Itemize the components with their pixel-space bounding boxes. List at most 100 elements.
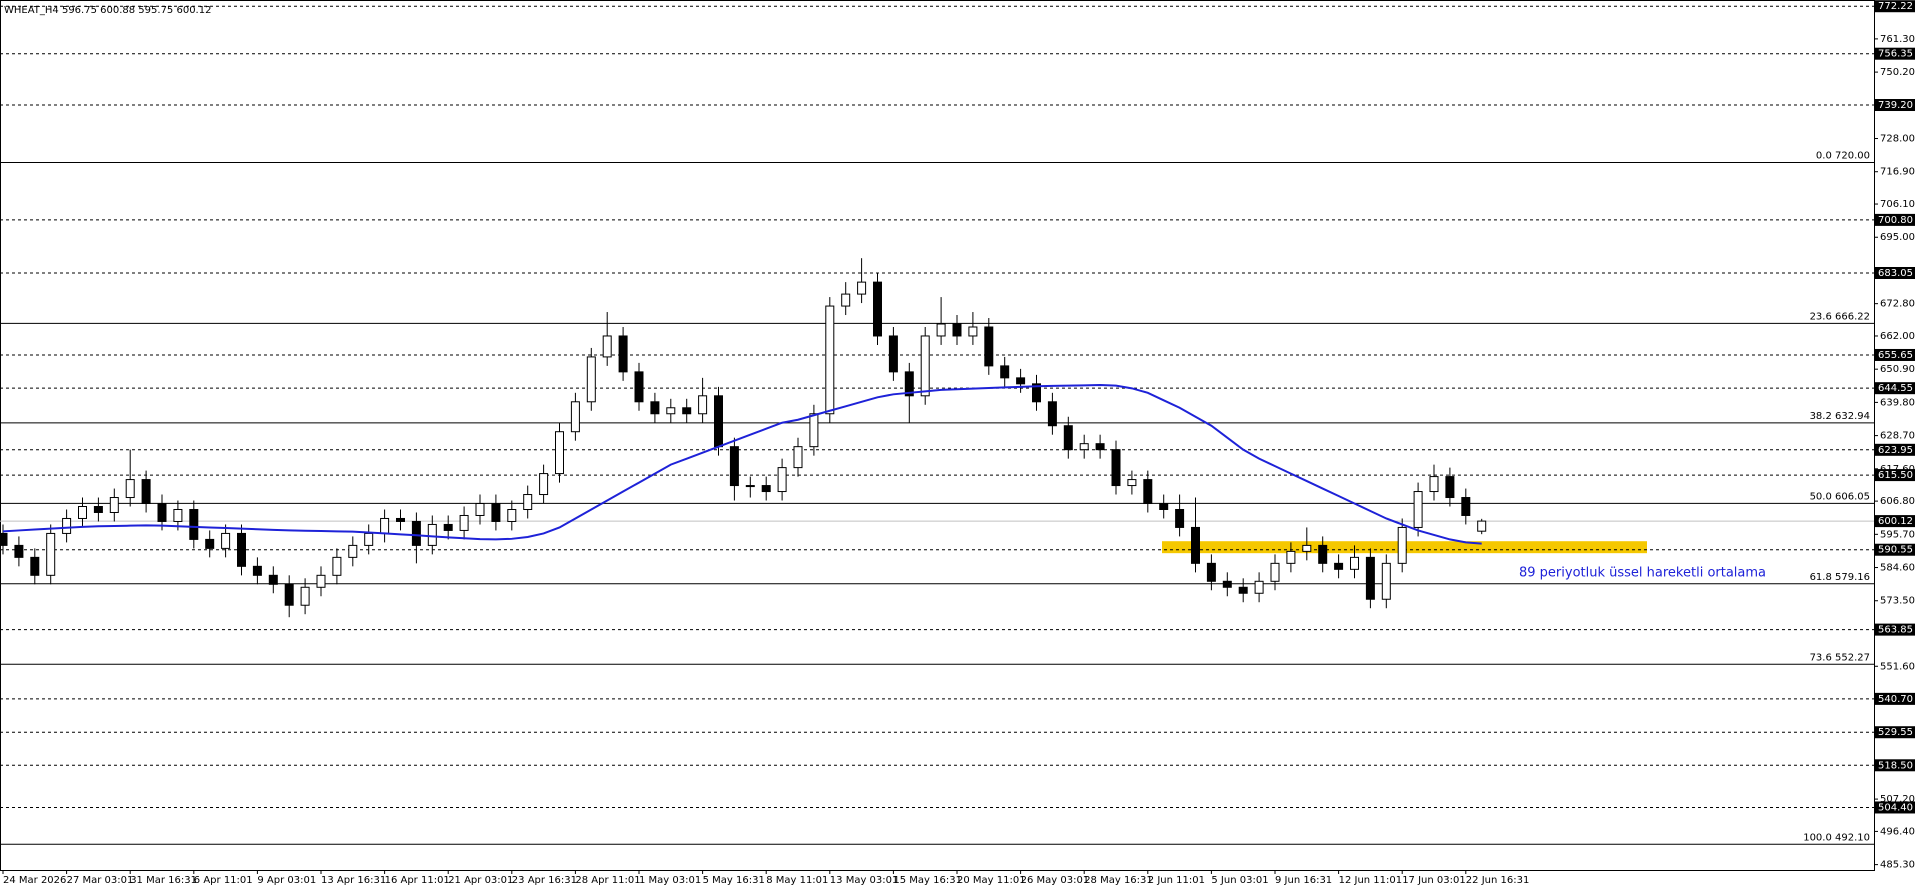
x-tick-label: 8 May 11:01 xyxy=(766,875,828,886)
level-label: 756.35 xyxy=(1878,49,1913,60)
candle-body xyxy=(157,503,167,522)
level-label: 563.85 xyxy=(1878,625,1913,636)
level-label: 683.05 xyxy=(1878,268,1913,279)
moving-average xyxy=(2,384,1482,545)
x-tick-label: 22 Jun 16:31 xyxy=(1466,875,1530,886)
candle-body xyxy=(62,517,72,534)
candle-body xyxy=(1063,425,1073,451)
level-label-box xyxy=(1875,759,1915,772)
x-tick-label: 23 Apr 16:31 xyxy=(512,875,577,886)
candle-body xyxy=(93,506,103,513)
candle-body xyxy=(109,497,119,513)
level-label: 529.55 xyxy=(1878,727,1913,738)
x-tick-label: 6 Apr 11:01 xyxy=(194,875,253,886)
candle-body xyxy=(1477,520,1487,532)
y-tick-label: 485.30 xyxy=(1880,860,1915,871)
level-label: 655.65 xyxy=(1878,350,1913,361)
candle-body xyxy=(1095,443,1105,451)
candle-body xyxy=(221,532,231,549)
chart-title: WHEAT_H4 596.75 600.88 595.75 600.12 xyxy=(4,5,211,16)
x-tick-label: 9 Apr 03:01 xyxy=(257,875,316,886)
y-tick-label: 639.80 xyxy=(1880,397,1915,408)
candle-body xyxy=(1143,479,1153,505)
candle-body xyxy=(1238,586,1248,594)
candle-body xyxy=(0,532,8,546)
candle-body xyxy=(586,356,596,403)
candle-body xyxy=(539,473,549,496)
level-label-box xyxy=(1875,469,1915,482)
candle-body xyxy=(78,506,87,519)
y-tick-label: 573.50 xyxy=(1880,596,1915,607)
candle-body xyxy=(618,335,628,373)
level-label-box xyxy=(1875,443,1915,456)
candle-body xyxy=(873,281,882,337)
level-label-box xyxy=(1875,47,1915,60)
candle-body xyxy=(650,401,660,415)
x-tick-label: 28 May 16:31 xyxy=(1084,875,1153,886)
x-tick-label: 28 Apr 11:01 xyxy=(575,875,640,886)
candle-body xyxy=(714,395,723,448)
y-tick-label: 761.30 xyxy=(1880,34,1915,45)
fib-label: 38.2 632.94 xyxy=(1810,411,1870,422)
candle-body xyxy=(348,544,358,558)
level-label-box xyxy=(1875,801,1915,814)
y-tick-label: 628.70 xyxy=(1880,431,1915,442)
candle-body xyxy=(1429,476,1439,493)
candle-body xyxy=(968,326,978,337)
candle-body xyxy=(523,494,533,510)
level-label-box xyxy=(1875,266,1915,279)
candle-body xyxy=(1318,544,1328,564)
candle-body xyxy=(1222,580,1232,588)
x-tick-label: 9 Jun 16:31 xyxy=(1275,875,1332,886)
candle-body xyxy=(1334,562,1344,570)
y-tick-label: 695.00 xyxy=(1880,232,1915,243)
candle-body xyxy=(857,281,867,295)
candle-body xyxy=(1270,562,1280,582)
candle-body xyxy=(1206,562,1216,582)
x-tick-label: 27 Mar 03:01 xyxy=(67,875,134,886)
candle-body xyxy=(666,407,676,415)
x-tick-label: 2 Jun 11:01 xyxy=(1148,875,1205,886)
candle-body xyxy=(507,508,517,522)
candle-body xyxy=(1350,556,1359,570)
level-label: 590.55 xyxy=(1878,545,1913,556)
x-tick-label: 20 May 11:01 xyxy=(957,875,1026,886)
x-tick-label: 1 May 03:01 xyxy=(639,875,701,886)
candle-body xyxy=(793,446,803,469)
candle-body xyxy=(141,479,151,505)
candle-body xyxy=(1000,365,1010,379)
candle-body xyxy=(555,431,564,475)
candle-body xyxy=(634,371,644,403)
fib-label: 61.8 579.16 xyxy=(1810,572,1870,583)
level-label-box xyxy=(1875,213,1915,226)
candle-body xyxy=(380,517,390,534)
y-tick-label: 507.20 xyxy=(1880,794,1915,805)
level-label: 772.22 xyxy=(1878,1,1913,12)
level-label: 644.55 xyxy=(1878,383,1913,394)
candle-body xyxy=(14,544,24,558)
candle-body xyxy=(984,326,994,367)
candle-body xyxy=(1016,377,1026,385)
candle-body xyxy=(1032,383,1041,403)
current-price-box xyxy=(1875,515,1915,528)
candle-body xyxy=(189,508,199,540)
level-label-box xyxy=(1875,692,1915,705)
candle-body xyxy=(316,574,326,588)
x-tick-label: 13 Apr 16:31 xyxy=(321,875,386,886)
candle-body xyxy=(1461,497,1471,516)
level-label-box xyxy=(1875,348,1915,361)
candle-body xyxy=(237,532,246,567)
candle-body xyxy=(30,556,40,576)
candle-body xyxy=(777,467,787,493)
y-tick-label: 750.20 xyxy=(1880,67,1915,78)
candle-body xyxy=(904,371,914,397)
level-label: 623.95 xyxy=(1878,445,1913,456)
candle-body xyxy=(475,503,485,516)
candle-body xyxy=(332,556,342,576)
y-tick-label: 716.90 xyxy=(1880,167,1915,178)
candle-body xyxy=(602,335,612,358)
level-label-box xyxy=(1875,0,1915,13)
y-tick-label: 662.00 xyxy=(1880,331,1915,342)
candle-body xyxy=(1397,526,1407,564)
level-label: 504.40 xyxy=(1878,802,1913,813)
